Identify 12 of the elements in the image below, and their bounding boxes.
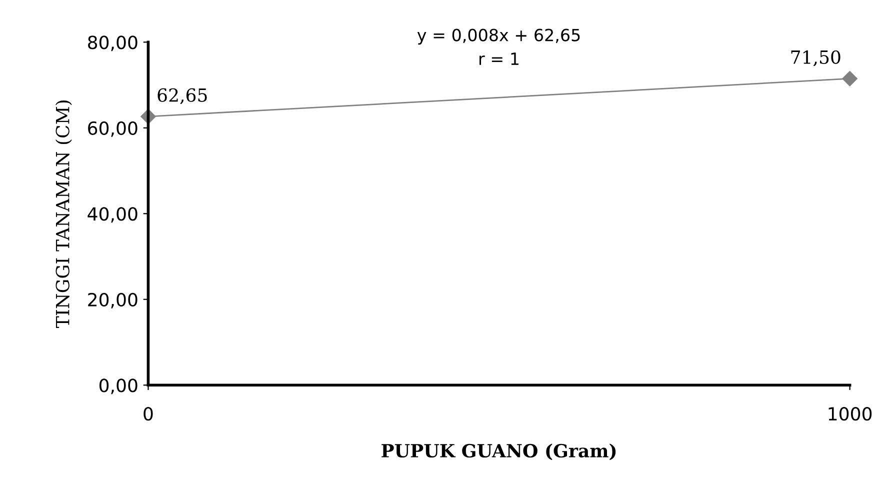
y-tick-label: 0,00	[99, 378, 138, 394]
x-tick-label: 1000	[828, 406, 872, 421]
data-label: 62,65	[158, 88, 207, 104]
y-tick-label: 40,00	[88, 207, 138, 223]
annotation: y = 0,008x + 62,65 r = 1	[417, 28, 580, 65]
y-tick-label: 60,00	[88, 121, 138, 137]
data-label: 71,50	[791, 50, 840, 66]
y-axis-title: TINGGI TANAMAN (CM)	[55, 100, 72, 328]
y-tick-label: 80,00	[88, 36, 138, 52]
x-axis-title: PUPUK GUANO (Gram)	[382, 444, 616, 460]
y-tick-label: 20,00	[88, 292, 138, 308]
x-tick-label: 0	[144, 406, 153, 421]
